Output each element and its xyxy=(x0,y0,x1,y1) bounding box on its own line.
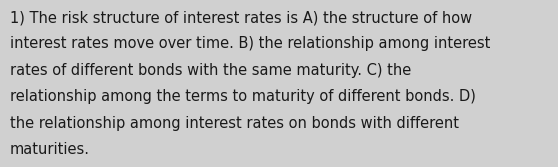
Text: the relationship among interest rates on bonds with different: the relationship among interest rates on… xyxy=(10,116,459,131)
Text: maturities.: maturities. xyxy=(10,142,90,157)
Text: interest rates move over time. B) the relationship among interest: interest rates move over time. B) the re… xyxy=(10,36,490,51)
Text: rates of different bonds with the same maturity. C) the: rates of different bonds with the same m… xyxy=(10,63,411,78)
Text: relationship among the terms to maturity of different bonds. D): relationship among the terms to maturity… xyxy=(10,89,476,104)
Text: 1) The risk structure of interest rates is A) the structure of how: 1) The risk structure of interest rates … xyxy=(10,10,472,25)
